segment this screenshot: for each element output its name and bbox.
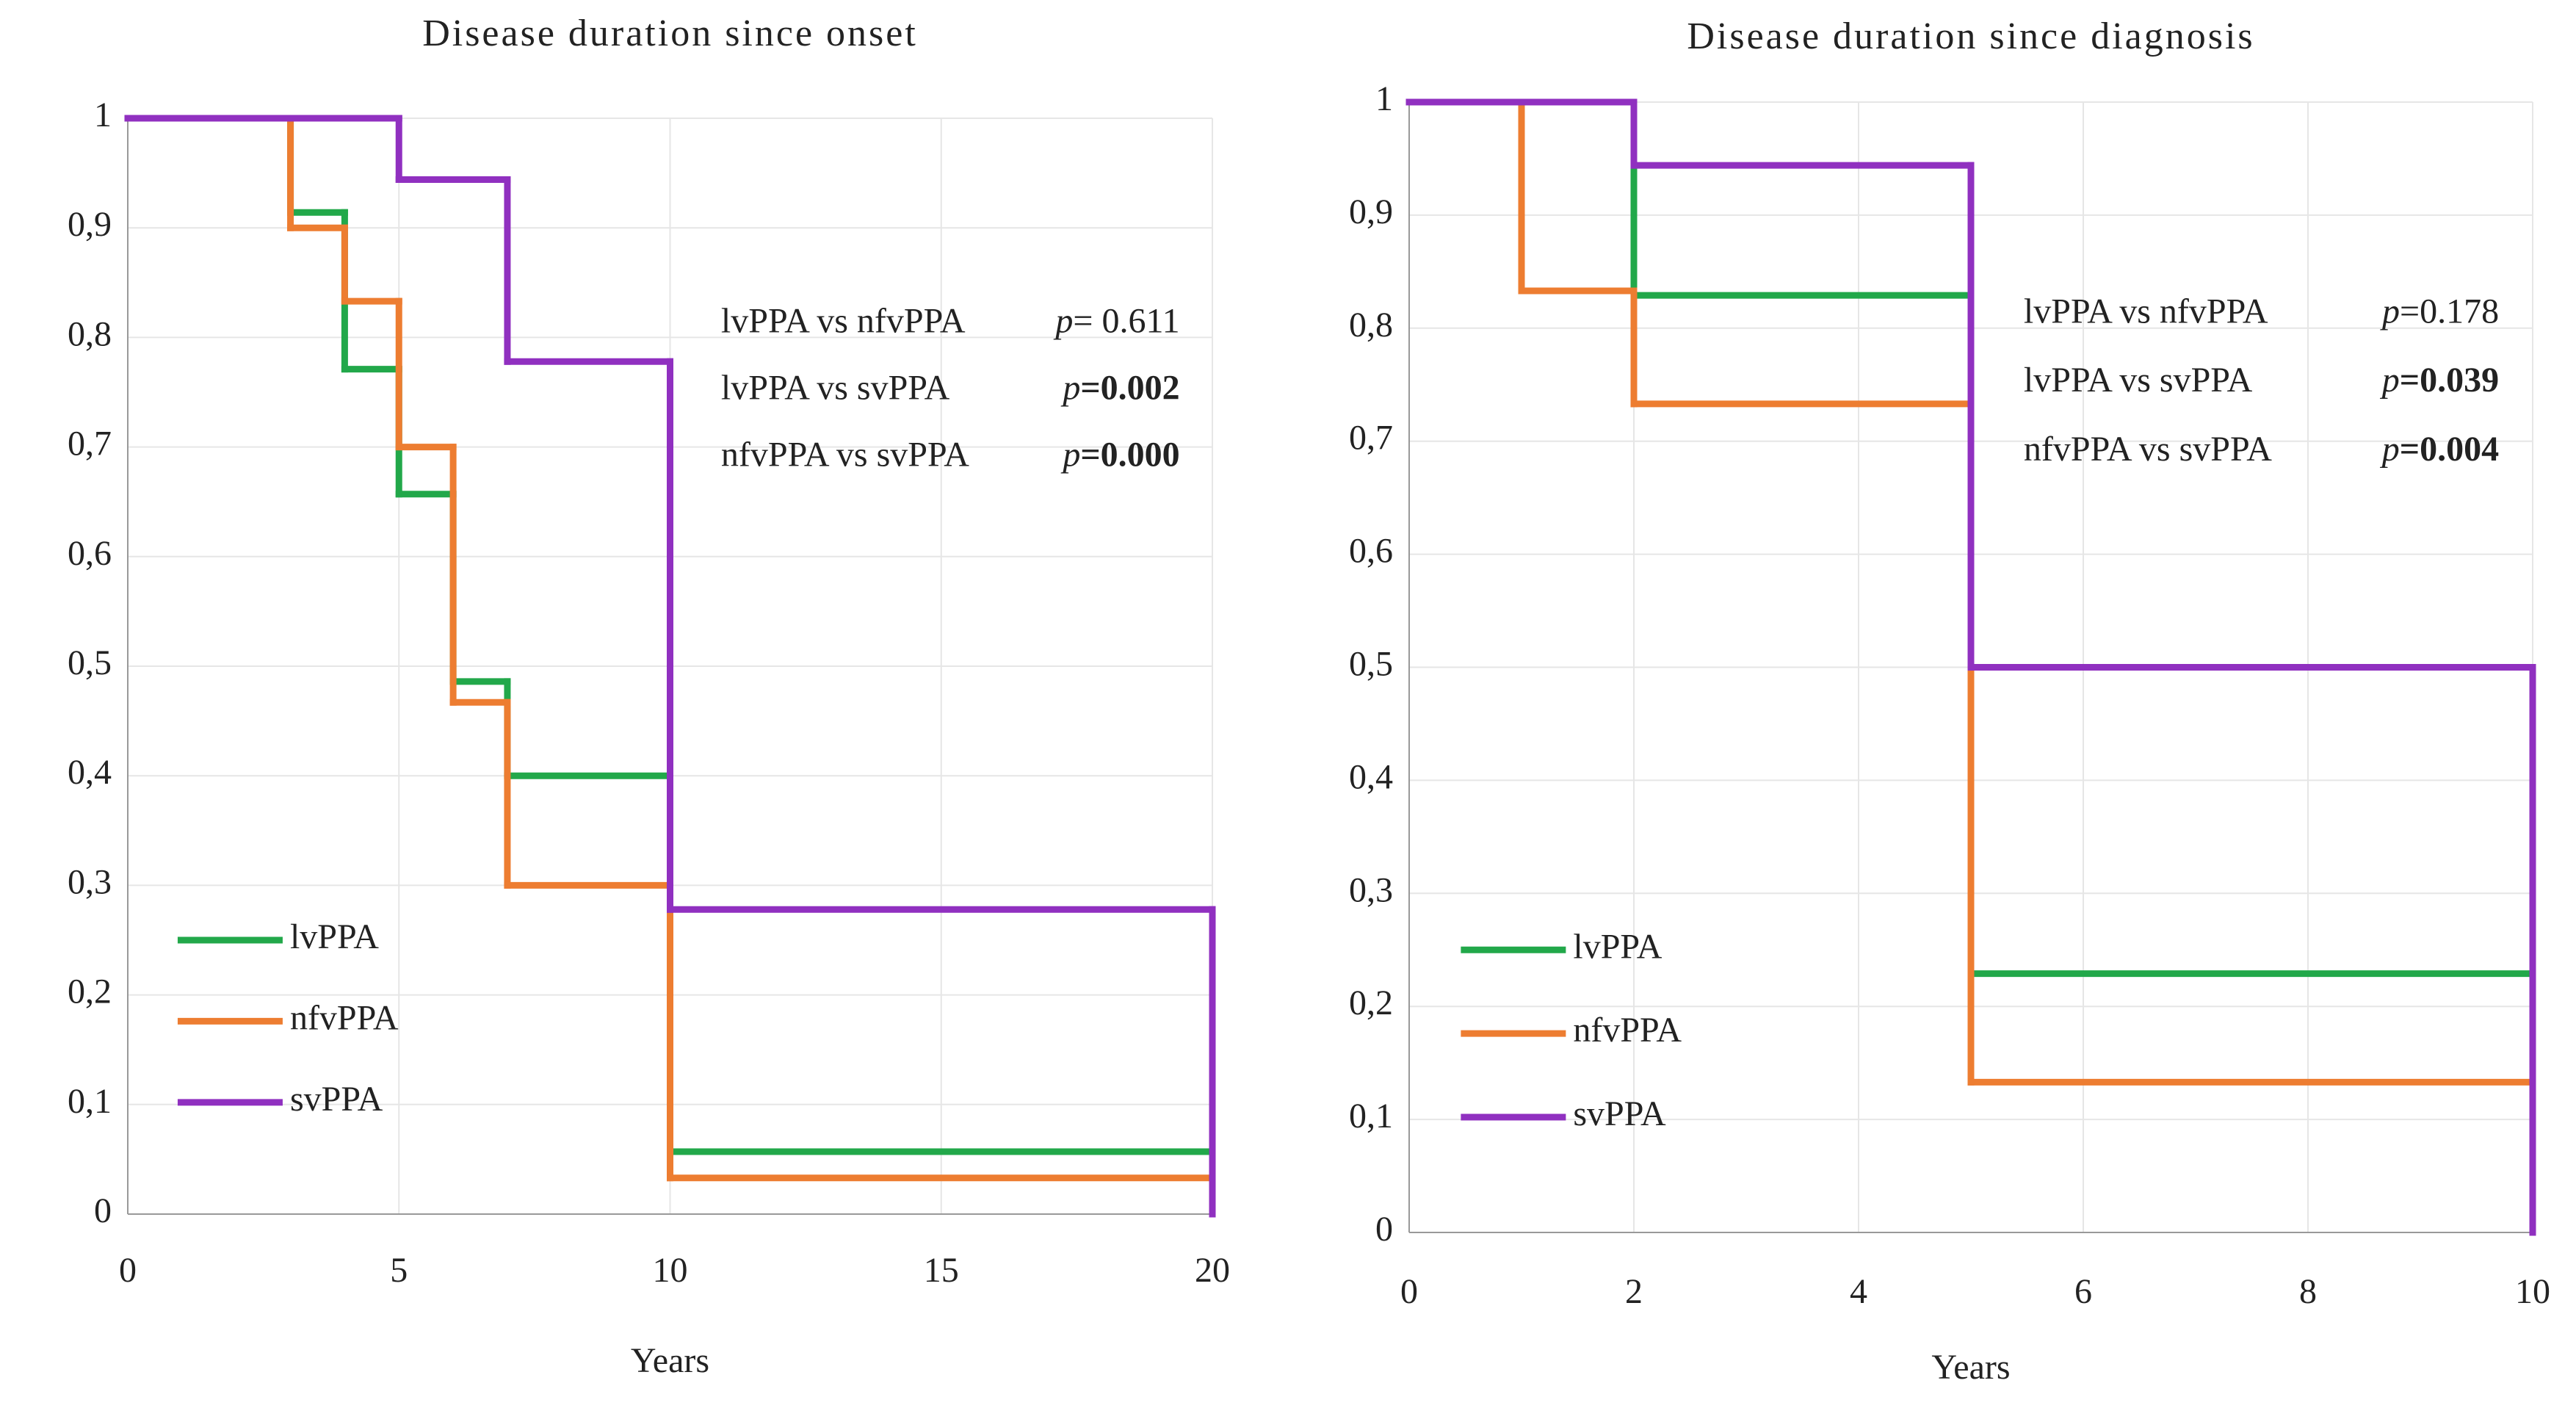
- legend-label: svPPA: [1573, 1094, 1666, 1133]
- y-tick-label: 0,2: [1349, 983, 1393, 1022]
- comparison-label: nfvPPA vs svPPA: [721, 436, 969, 474]
- p-number: =0.039: [2400, 361, 2499, 400]
- p-symbol: p: [2380, 361, 2400, 400]
- p-value: p= 0.611: [1053, 302, 1179, 341]
- chart-title: Disease duration since diagnosis: [1687, 15, 2254, 57]
- p-symbol: p: [2380, 430, 2400, 469]
- p-number: =0.004: [2400, 430, 2499, 469]
- y-tick-label: 1: [1375, 79, 1393, 118]
- comparison-label: lvPPA vs nfvPPA: [2024, 292, 2268, 331]
- y-tick-label: 0: [94, 1191, 112, 1230]
- x-tick-label: 20: [1195, 1251, 1230, 1290]
- chart: Disease duration since onset 0 5 10 15 20 0 0,1…: [68, 12, 1230, 1380]
- y-tick-label: 0,1: [68, 1082, 112, 1121]
- y-tick-label: 0,1: [1349, 1097, 1393, 1136]
- p-symbol: p: [2380, 292, 2400, 331]
- p-symbol: p: [1060, 369, 1080, 408]
- y-tick-label: 0,7: [68, 425, 112, 463]
- x-tick-label: 10: [653, 1251, 688, 1290]
- legend-label: nfvPPA: [1573, 1011, 1682, 1050]
- y-tick-label: 0,9: [1349, 192, 1393, 231]
- p-number: =0.178: [2400, 292, 2499, 331]
- comparison-label: lvPPA vs nfvPPA: [721, 302, 966, 341]
- y-tick-label: 0,3: [68, 862, 112, 901]
- y-tick-label: 0,8: [68, 314, 112, 353]
- x-tick-label: 6: [2074, 1272, 2092, 1311]
- series: [1405, 98, 2536, 1236]
- legend-label: svPPA: [290, 1080, 383, 1119]
- p-number: =0.002: [1080, 369, 1179, 408]
- y-tick-label: 0,5: [68, 643, 112, 682]
- y-tick-label: 0,5: [1349, 645, 1393, 684]
- comparison-label: nfvPPA vs svPPA: [2024, 430, 2272, 469]
- comparison-label: lvPPA vs svPPA: [721, 369, 950, 408]
- chart-title: Disease duration since onset: [422, 12, 918, 54]
- y-tick-label: 1: [94, 95, 112, 134]
- x-tick-label: 0: [1400, 1272, 1418, 1311]
- p-value: p=0.178: [2380, 292, 2499, 331]
- x-tick-label: 15: [924, 1251, 959, 1290]
- y-tick-label: 0,8: [1349, 306, 1393, 344]
- x-tick-label: 10: [2515, 1272, 2550, 1311]
- p-value: p=0.039: [2380, 361, 2499, 400]
- legend-label: nfvPPA: [290, 998, 399, 1037]
- x-tick-label: 2: [1625, 1272, 1643, 1311]
- p-value: p=0.000: [1060, 436, 1179, 474]
- x-axis-label: Years: [1931, 1348, 2010, 1387]
- x-tick-label: 8: [2299, 1272, 2317, 1311]
- x-tick-label: 4: [1850, 1272, 1867, 1311]
- y-tick-label: 0: [1375, 1210, 1393, 1249]
- p-value: p=0.004: [2380, 430, 2499, 469]
- x-axis-label: Years: [631, 1341, 709, 1380]
- y-tick-label: 0,3: [1349, 870, 1393, 909]
- y-tick-label: 0,4: [68, 753, 112, 792]
- y-tick-label: 0,7: [1349, 419, 1393, 458]
- x-tick-label: 5: [390, 1251, 408, 1290]
- y-tick-label: 0,9: [68, 205, 112, 244]
- p-value: p=0.002: [1060, 369, 1179, 408]
- p-symbol: p: [1053, 302, 1073, 341]
- y-tick-label: 0,6: [68, 534, 112, 573]
- x-tick-label: 0: [119, 1251, 137, 1290]
- y-tick-label: 0,6: [1349, 532, 1393, 571]
- p-number: = 0.611: [1073, 302, 1179, 341]
- series: [124, 115, 1216, 1218]
- y-tick-label: 0,2: [68, 972, 112, 1011]
- series: [1405, 98, 2536, 1236]
- p-symbol: p: [1060, 436, 1080, 474]
- p-number: =0.000: [1080, 436, 1179, 474]
- comparison-label: lvPPA vs svPPA: [2024, 361, 2253, 400]
- legend-label: lvPPA: [1573, 927, 1662, 966]
- legend-label: lvPPA: [290, 917, 379, 956]
- y-tick-label: 0,4: [1349, 757, 1393, 796]
